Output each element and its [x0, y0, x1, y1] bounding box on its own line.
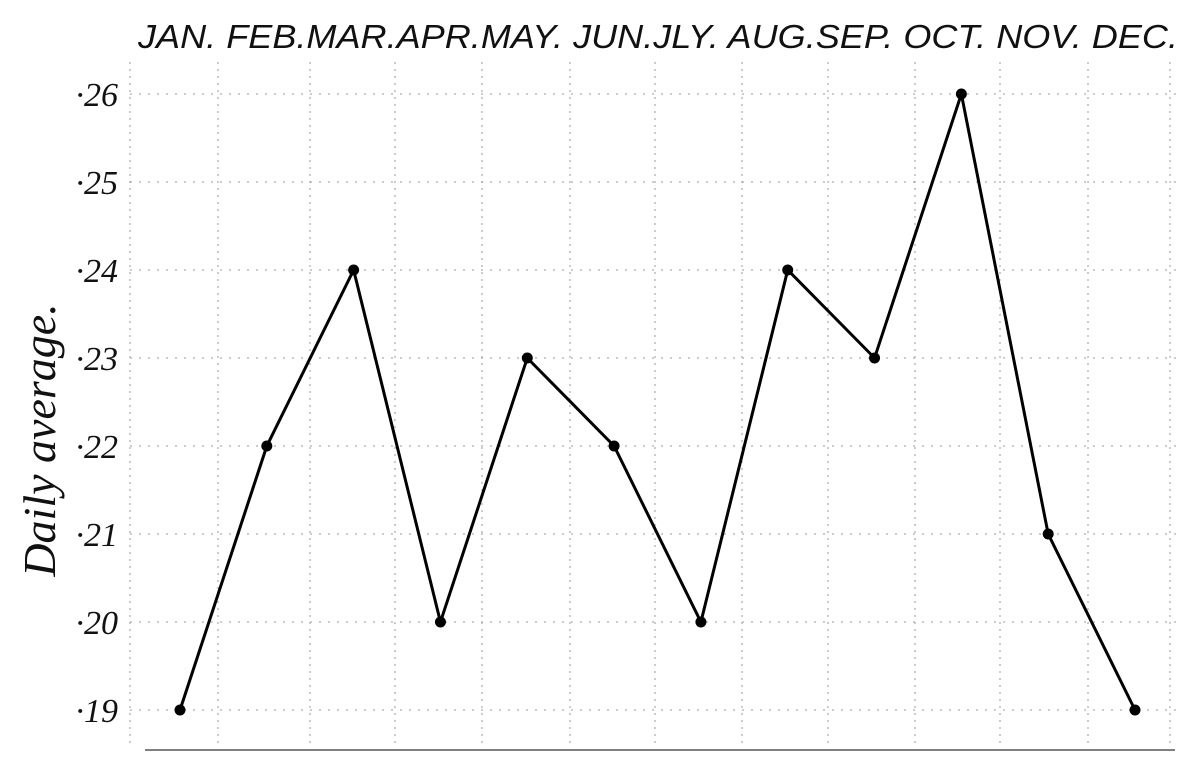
data-point-jly [695, 616, 707, 628]
data-point-sep [869, 352, 881, 364]
series-line-0 [178, 88, 1137, 711]
y-tick-label-4: ·23 [76, 341, 119, 378]
grid [129, 62, 1180, 745]
data-point-oct [955, 88, 967, 100]
data-point-feb [261, 440, 273, 452]
y-tick-label-5: ·24 [76, 253, 119, 290]
data-point-apr [434, 616, 446, 628]
data-point-aug [782, 264, 794, 276]
y-tick-labels: ·19 ·20 ·21 ·22 ·23 ·24 ·25 ·26 [76, 77, 119, 730]
y-tick-label-3: ·22 [76, 429, 119, 466]
data-point-may [521, 352, 533, 364]
series [174, 88, 1141, 716]
y-tick-label-2: ·21 [76, 517, 119, 554]
y-tick-label-0: ·19 [76, 693, 119, 730]
data-point-dec [1129, 704, 1141, 716]
data-point-mar [348, 264, 360, 276]
data-point-nov [1042, 528, 1054, 540]
y-tick-label-7: ·26 [76, 77, 119, 114]
y-tick-label-1: ·20 [76, 605, 119, 642]
data-point-jan [174, 704, 186, 716]
data-point-jun [608, 440, 620, 452]
month-header-labels: JAN. FEB.MAR.APR.MAY. JUN.JLY. AUG.SEP. … [137, 18, 1178, 55]
y-tick-label-6: ·25 [76, 165, 119, 202]
y-axis-title: Daily average. [14, 303, 65, 577]
